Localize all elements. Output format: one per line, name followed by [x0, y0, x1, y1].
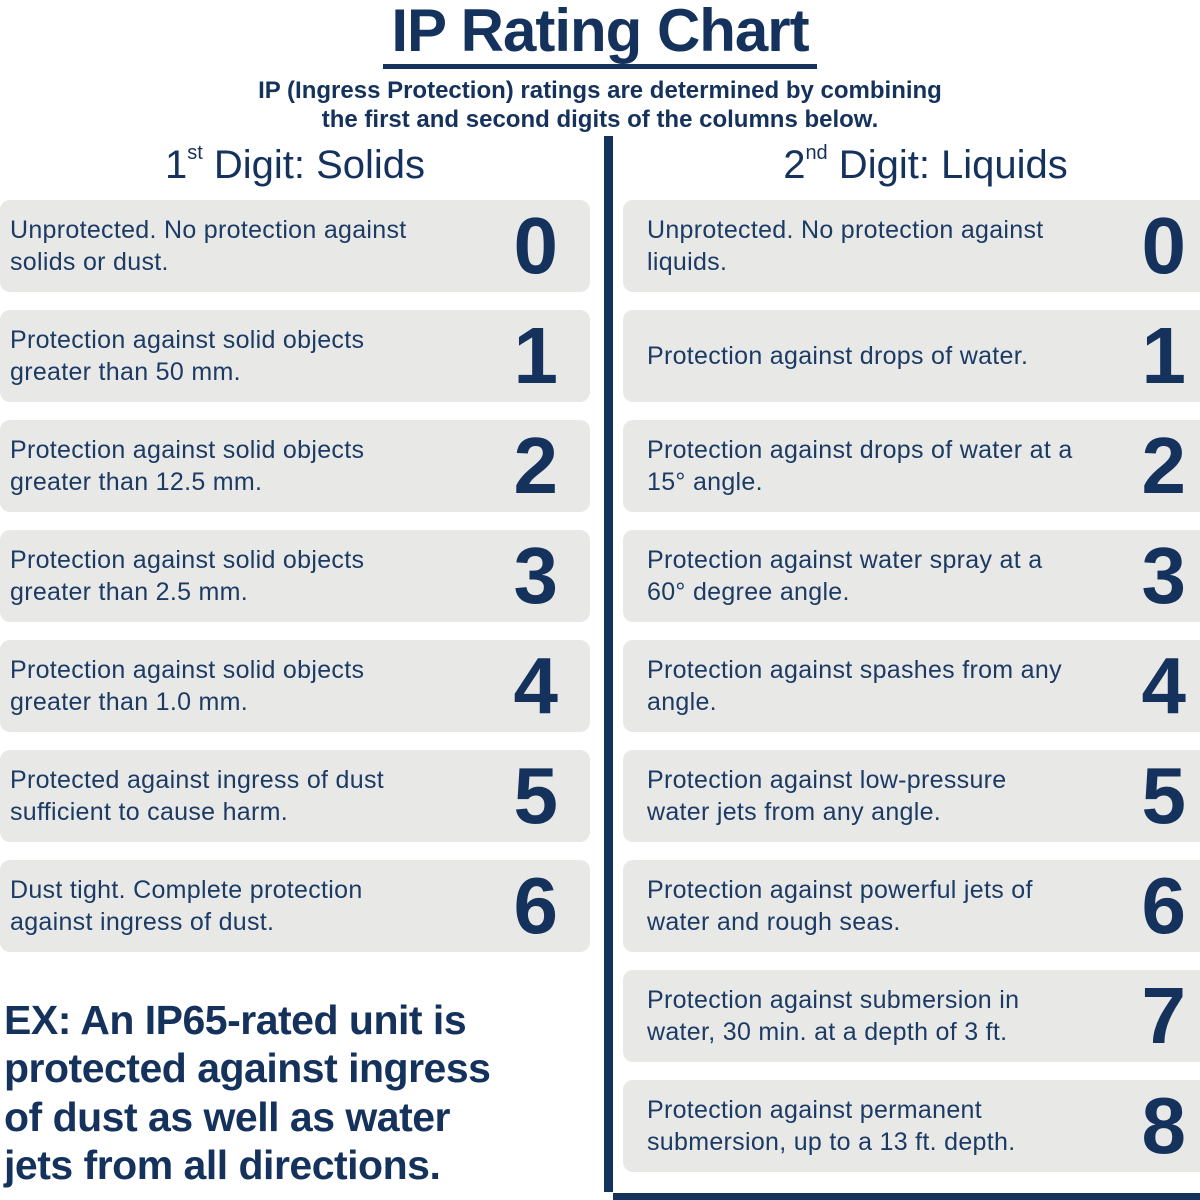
rating-description: Protection against solid objects greater… [10, 435, 365, 497]
rating-row: Unprotected. No protection against solid… [0, 200, 590, 292]
example-note: EX: An IP65-rated unit is protected agai… [4, 997, 491, 1189]
rating-description: Protection against permanent submersion,… [647, 1095, 1016, 1157]
liquids-column: 2nd Digit: Liquids Unprotected. No prote… [623, 128, 1200, 1190]
rating-digit: 1 [1141, 311, 1187, 400]
rating-row: Protection against solid objects greater… [0, 310, 590, 402]
solids-heading-number: 1 [164, 143, 188, 187]
rating-row: Protection against solid objects greater… [0, 530, 590, 622]
rating-description: Protection against submersion in water, … [647, 985, 1020, 1047]
rating-row: Protection against solid objects greater… [0, 640, 590, 732]
rating-row: Protection against water spray at a 60° … [623, 530, 1200, 622]
solids-heading-label: Digit: Solids [202, 143, 426, 187]
rating-digit: 0 [1141, 201, 1187, 290]
rating-row: Protection against powerful jets of wate… [623, 860, 1200, 952]
rating-digit: 7 [1141, 971, 1187, 1060]
rating-row: Unprotected. No protection against liqui… [623, 200, 1200, 292]
rating-description: Protection against solid objects greater… [10, 325, 365, 387]
rating-digit: 5 [513, 751, 559, 840]
rating-description: Protection against drops of water. [647, 341, 1029, 370]
solids-column: 1st Digit: Solids Unprotected. No protec… [0, 128, 590, 1190]
rating-row: Protection against low-pressure water je… [623, 750, 1200, 842]
rating-row: Dust tight. Complete protection against … [0, 860, 590, 952]
page-subtitle: IP (Ingress Protection) ratings are dete… [258, 77, 942, 134]
rating-digit: 6 [513, 861, 559, 950]
rating-description: Protection against solid objects greater… [10, 655, 365, 717]
rating-digit: 2 [513, 421, 559, 510]
rating-row: Protection against drops of water at a 1… [623, 420, 1200, 512]
rating-description: Protection against powerful jets of wate… [647, 875, 1033, 937]
rating-digit: 3 [1141, 531, 1187, 620]
rating-row: Protection against solid objects greater… [0, 420, 590, 512]
rating-row: Protection against drops of water. 1 [623, 310, 1200, 402]
liquids-heading-ordinal: nd [805, 142, 828, 164]
rating-digit: 6 [1141, 861, 1187, 950]
rating-description: Unprotected. No protection against solid… [10, 215, 407, 277]
rating-digit: 0 [513, 201, 559, 290]
rating-digit: 8 [1141, 1081, 1187, 1170]
rating-digit: 4 [513, 641, 559, 730]
column-divider [604, 136, 613, 1192]
rating-digit: 1 [513, 311, 559, 400]
rating-description: Protection against water spray at a 60° … [647, 545, 1043, 607]
rating-row: Protection against submersion in water, … [623, 970, 1200, 1062]
rating-description: Protection against solid objects greater… [10, 545, 365, 607]
rating-description: Protection against drops of water at a 1… [647, 435, 1073, 497]
rating-digit: 5 [1141, 751, 1187, 840]
solids-heading-ordinal: st [187, 142, 203, 164]
rating-row: Protection against permanent submersion,… [623, 1080, 1200, 1172]
rating-description: Protected against ingress of dust suffic… [10, 765, 384, 827]
page-title: IP Rating Chart [383, 0, 817, 70]
page-header: IP Rating Chart IP (Ingress Protection) … [0, 0, 1200, 135]
rating-description: Protection against low-pressure water je… [647, 765, 1007, 827]
solids-rows: Unprotected. No protection against solid… [0, 200, 590, 952]
rating-digit: 3 [513, 531, 559, 620]
rating-description: Protection against spashes from any angl… [647, 655, 1062, 717]
rating-digit: 2 [1141, 421, 1187, 510]
liquids-heading-number: 2 [783, 143, 806, 187]
solids-heading: 1st Digit: Solids [0, 128, 590, 200]
rating-digit: 4 [1141, 641, 1187, 730]
rating-description: Unprotected. No protection against liqui… [647, 215, 1044, 277]
liquids-heading-label: Digit: Liquids [827, 143, 1068, 187]
rating-row: Protection against spashes from any angl… [623, 640, 1200, 732]
bottom-bar [613, 1193, 1200, 1200]
liquids-rows: Unprotected. No protection against liqui… [623, 200, 1200, 1172]
rating-description: Dust tight. Complete protection against … [10, 875, 363, 937]
rating-row: Protected against ingress of dust suffic… [0, 750, 590, 842]
liquids-heading: 2nd Digit: Liquids [623, 128, 1200, 200]
